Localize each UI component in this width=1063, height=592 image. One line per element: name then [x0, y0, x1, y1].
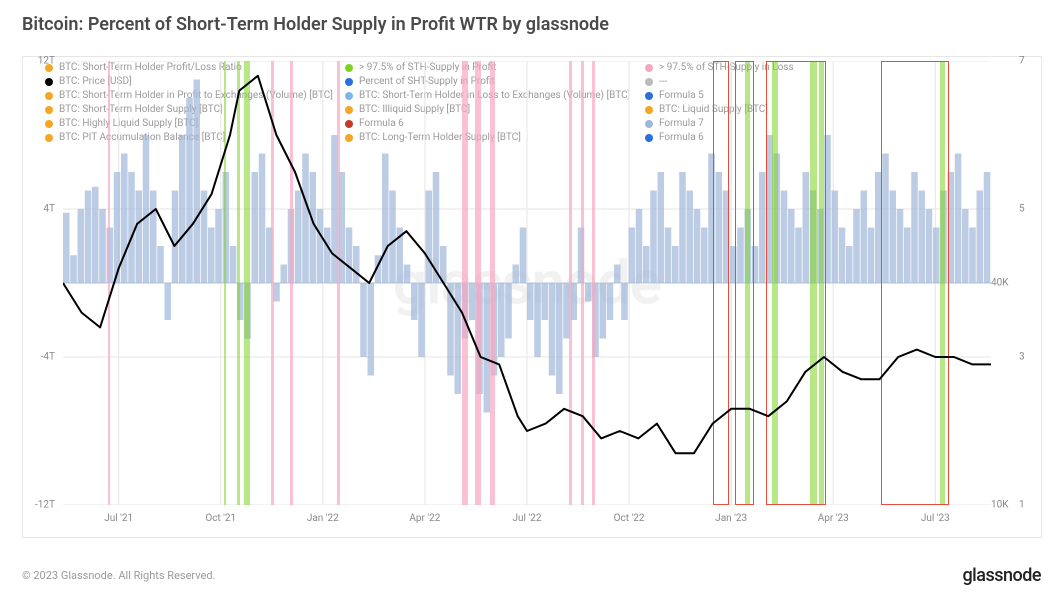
plot-region: glassnode [63, 61, 991, 505]
axis-right2-labels: 1357 [1017, 61, 1037, 505]
chart-area: BTC: Short-Term Holder Profit/Loss Ratio… [22, 56, 1042, 538]
footer-copyright: © 2023 Glassnode. All Rights Reserved. [22, 569, 215, 582]
page-title: Bitcoin: Percent of Short-Term Holder Su… [22, 14, 609, 35]
axis-left-labels: -12T-4T4T12T [27, 61, 59, 505]
price-line-layer [63, 61, 991, 505]
axis-x-labels: Jul '21Oct '21Jan '22Apr '22Jul '22Oct '… [63, 513, 991, 529]
axis-right1-labels: 10K40K [989, 61, 1013, 505]
brand-logo-text: glassnode [962, 565, 1041, 586]
